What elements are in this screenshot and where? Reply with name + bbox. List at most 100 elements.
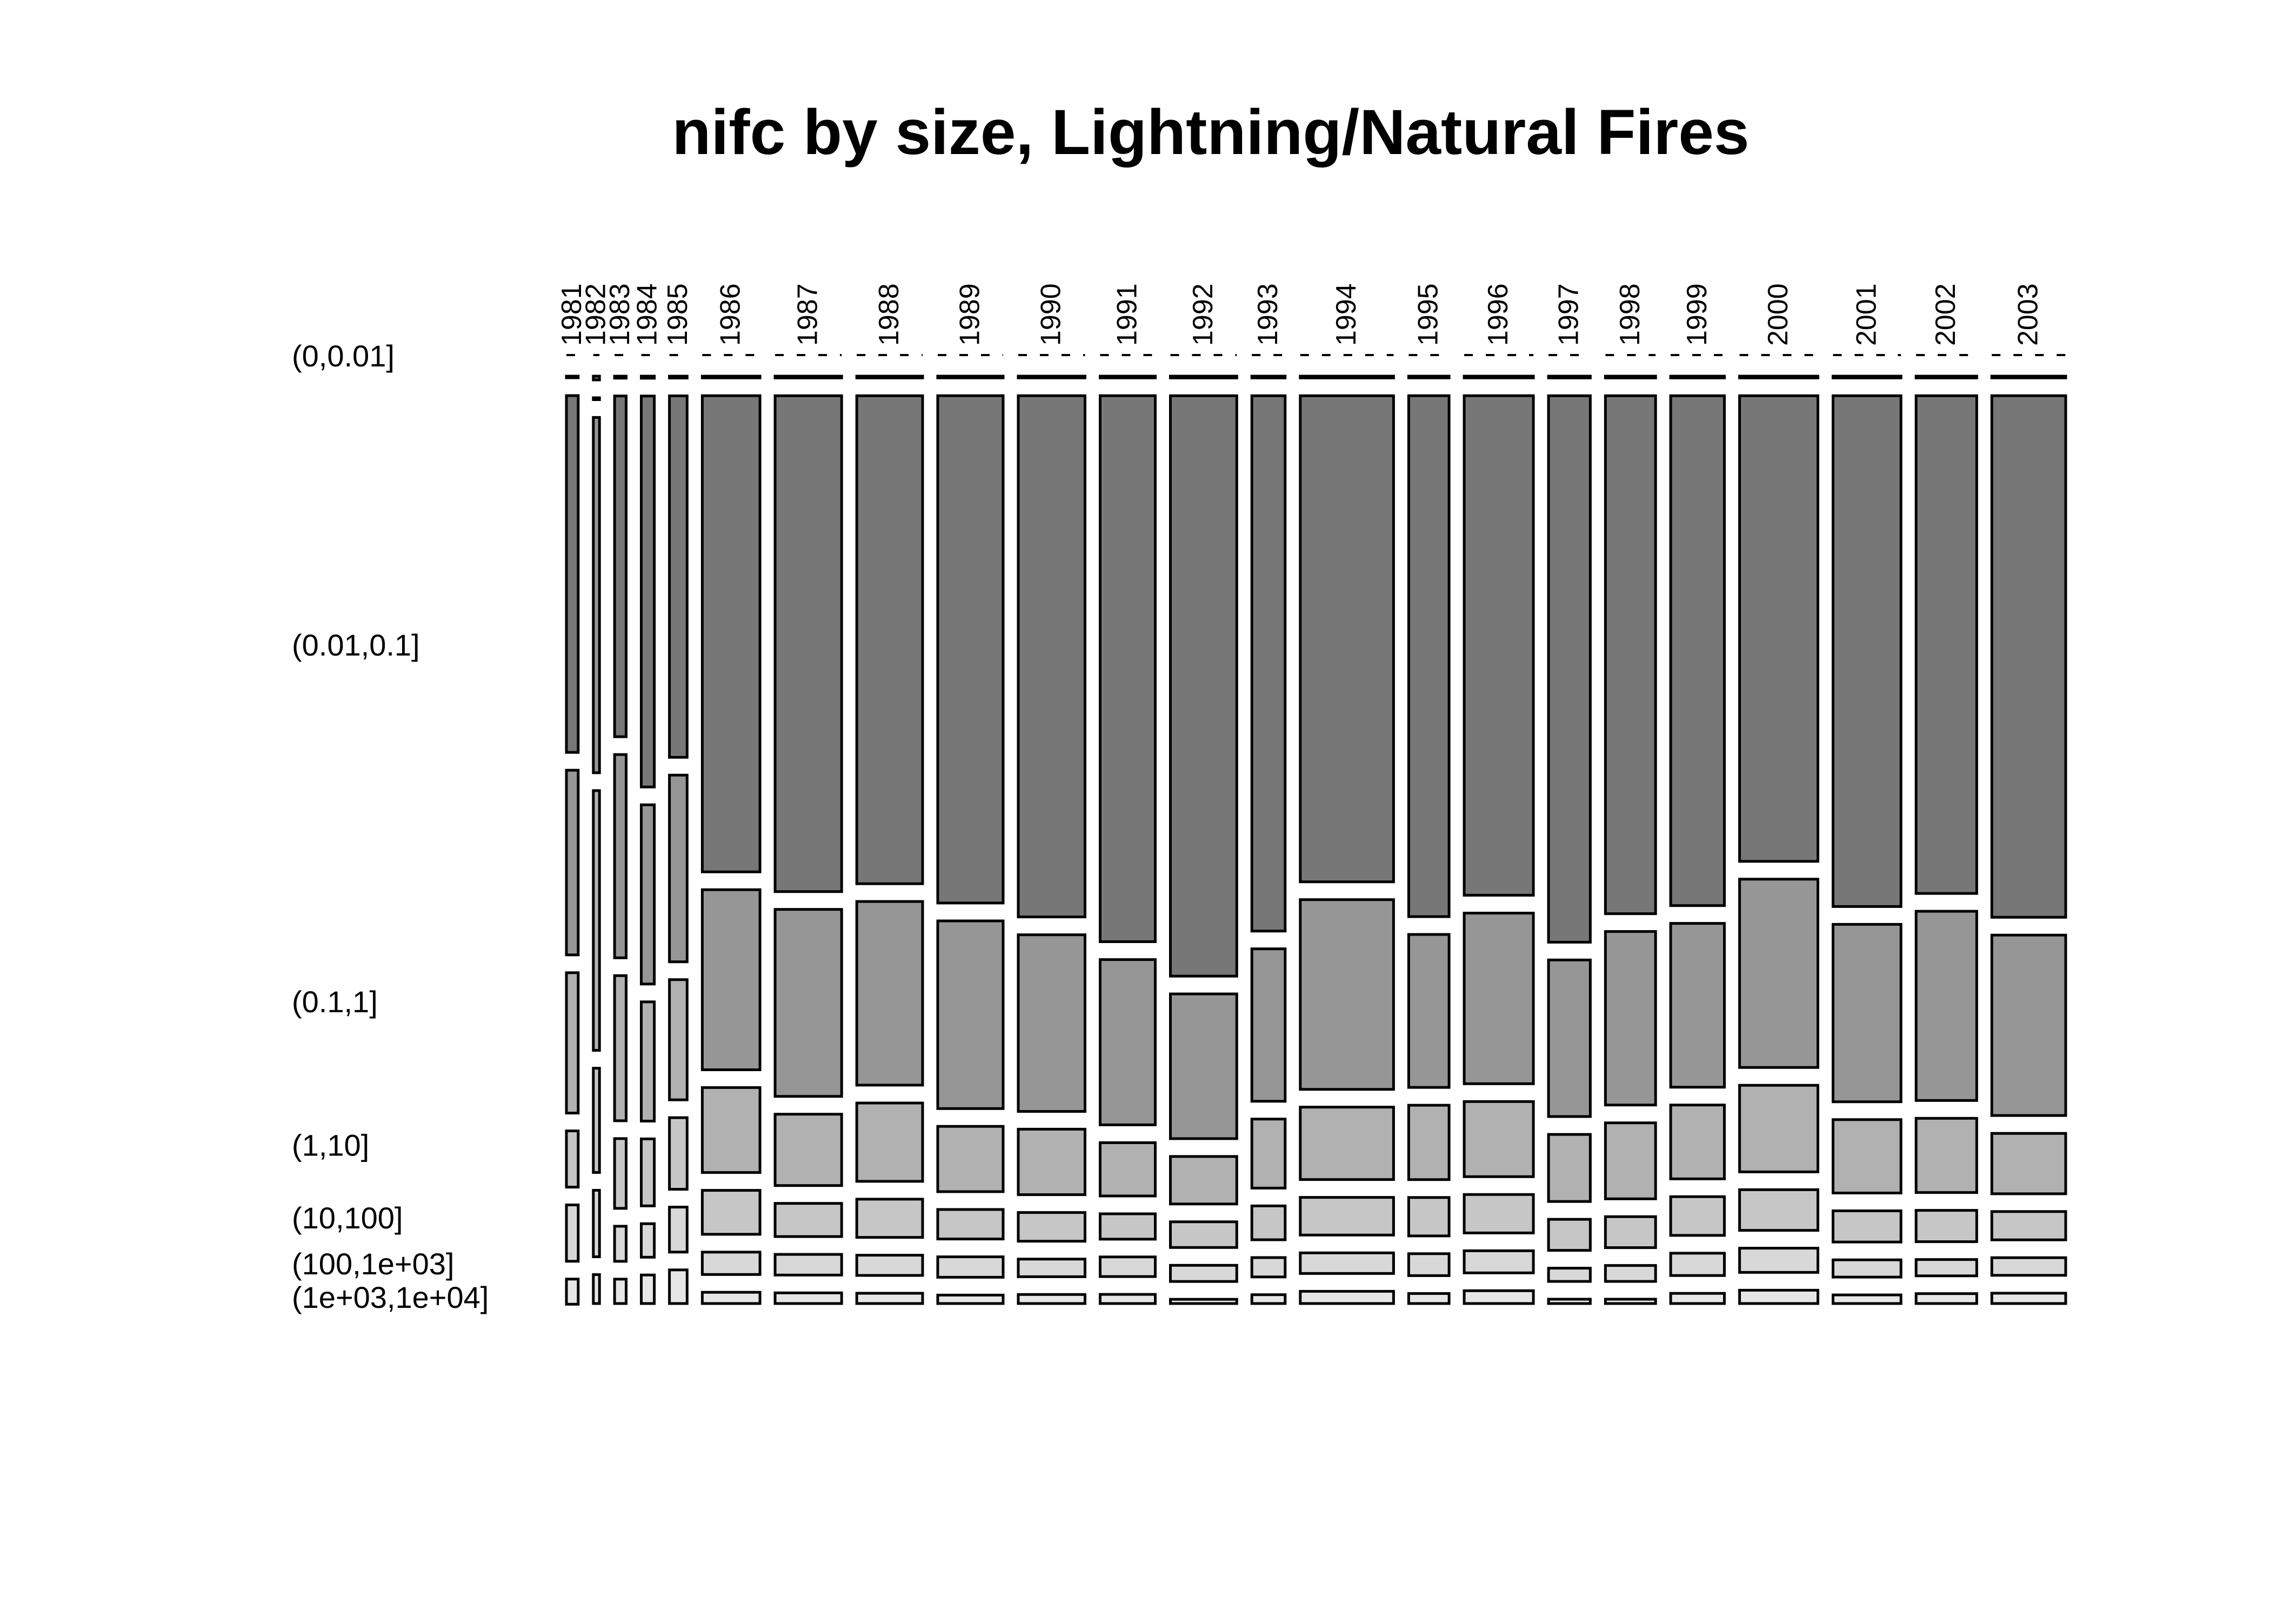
year-label: 1985 [662, 283, 693, 346]
tile-1981-0 [565, 375, 580, 379]
tile-1986-6 [700, 1291, 762, 1305]
tile-2003-5 [1990, 1256, 2067, 1277]
year-label: 1988 [873, 283, 905, 346]
tile-1989-1 [936, 394, 1005, 905]
size-class-label: (100,1e+03] [292, 1247, 454, 1281]
tile-1993-6 [1250, 1293, 1287, 1305]
tile-2003-4 [1990, 1210, 2067, 1241]
year-label: 1989 [954, 283, 986, 346]
tile-1998-3 [1604, 1121, 1657, 1200]
tile-1992-5 [1169, 1264, 1238, 1283]
tile-1987-5 [773, 1253, 843, 1277]
tile-2000-1 [1738, 394, 1820, 863]
tile-1989-2 [936, 919, 1005, 1110]
tile-1984-4 [640, 1137, 656, 1207]
tile-1995-5 [1407, 1252, 1451, 1277]
tile-1989-0 [936, 375, 1005, 379]
tile-1996-2 [1463, 912, 1535, 1085]
tile-1986-3 [700, 1086, 762, 1174]
year-label: 1984 [632, 283, 663, 346]
tile-1984-0 [640, 375, 656, 380]
tile-1981-5 [565, 1204, 580, 1263]
tile-1985-3 [668, 978, 689, 1101]
tile-1995-2 [1407, 933, 1451, 1089]
year-label: 1996 [1483, 283, 1514, 346]
year-label: 2003 [2013, 283, 2044, 346]
tile-1981-1 [565, 394, 580, 754]
year-label: 1998 [1614, 283, 1646, 346]
tile-1993-3 [1250, 1118, 1287, 1189]
tile-1991-5 [1099, 1255, 1157, 1278]
tile-1988-5 [855, 1254, 924, 1277]
tile-1984-5 [640, 1222, 656, 1259]
tile-1996-6 [1463, 1289, 1535, 1305]
tile-2003-2 [1990, 933, 2067, 1117]
tile-1995-0 [1407, 375, 1451, 379]
tile-2001-2 [1832, 923, 1902, 1104]
tile-1988-3 [855, 1101, 924, 1183]
year-label: 1991 [1112, 283, 1143, 346]
year-label: 2001 [1851, 283, 1882, 346]
tile-2000-4 [1738, 1188, 1820, 1232]
tile-2002-5 [1914, 1258, 1978, 1278]
tile-1995-1 [1407, 394, 1451, 918]
tile-2002-3 [1914, 1117, 1978, 1194]
tile-1981-3 [565, 971, 580, 1115]
size-class-label: (0.01,0.1] [292, 628, 420, 662]
tile-1991-3 [1099, 1141, 1157, 1198]
tile-1990-4 [1017, 1211, 1086, 1243]
tile-1986-5 [700, 1251, 762, 1276]
tile-1997-4 [1547, 1218, 1592, 1252]
tile-1997-5 [1547, 1267, 1592, 1283]
tile-1993-4 [1250, 1204, 1287, 1241]
tile-1990-0 [1017, 375, 1086, 379]
tile-1983-3 [613, 974, 627, 1122]
tile-1984-1 [640, 395, 656, 788]
tile-1998-0 [1604, 375, 1657, 379]
tile-1989-3 [936, 1125, 1005, 1193]
tile-2001-6 [1832, 1293, 1902, 1305]
tile-1990-2 [1017, 933, 1086, 1113]
tile-2001-0 [1832, 375, 1902, 379]
tile-1987-2 [773, 908, 843, 1098]
tile-2001-4 [1832, 1209, 1902, 1244]
tile-2003-1 [1990, 394, 2067, 919]
tile-1994-1 [1299, 394, 1395, 884]
size-class-label: (1,10] [292, 1128, 369, 1162]
tile-1988-4 [855, 1198, 924, 1239]
size-class-labels: (0,0.01] (0.01,0.1] (0.1,1] (1,10] (10,100] (… [292, 339, 489, 1314]
tile-1987-6 [773, 1291, 843, 1305]
tile-1989-4 [936, 1208, 1005, 1241]
tile-1996-3 [1463, 1100, 1535, 1178]
tile-2002-1 [1914, 394, 1978, 895]
tile-1990-6 [1017, 1293, 1086, 1305]
tile-2003-0 [1990, 375, 2067, 379]
tile-1999-0 [1669, 375, 1726, 379]
tile-1999-4 [1669, 1195, 1726, 1237]
tile-2002-0 [1914, 375, 1978, 379]
tile-1994-2 [1299, 898, 1395, 1091]
size-class-label: (0.1,1] [292, 985, 378, 1019]
tile-1993-2 [1250, 947, 1287, 1103]
tile-1981-6 [565, 1278, 580, 1306]
tile-1991-2 [1099, 958, 1157, 1126]
tile-1997-6 [1547, 1298, 1592, 1305]
tile-1991-1 [1099, 394, 1157, 943]
tile-1998-5 [1604, 1264, 1657, 1283]
year-label: 2000 [1762, 283, 1794, 346]
tile-2001-5 [1832, 1258, 1902, 1279]
tile-1995-6 [1407, 1292, 1451, 1305]
tile-1982-4 [592, 1067, 601, 1174]
year-label: 1981 [556, 283, 587, 346]
tile-1985-5 [668, 1206, 689, 1254]
tile-2001-1 [1832, 394, 1902, 908]
tile-1982-3 [592, 789, 601, 1052]
tile-1998-2 [1604, 930, 1657, 1107]
tile-1983-6 [613, 1278, 627, 1305]
year-label: 1983 [604, 283, 636, 346]
tile-1985-2 [668, 773, 689, 964]
tile-1987-4 [773, 1202, 843, 1238]
tile-1989-6 [936, 1293, 1005, 1305]
